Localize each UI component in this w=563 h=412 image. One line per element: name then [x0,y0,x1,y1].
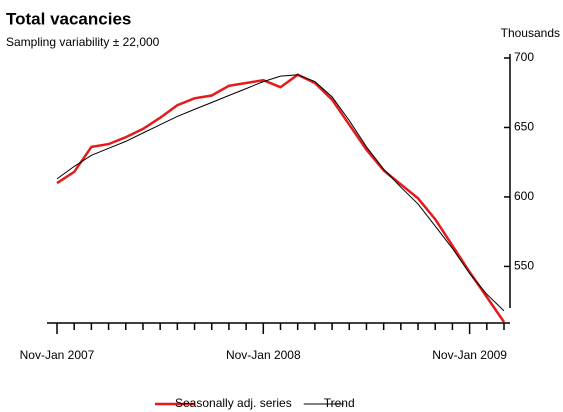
y-tick-label: 600 [514,189,534,203]
series-line [56,73,506,323]
legend-label: Seasonally adj. series [175,396,292,410]
chart-title: Total vacancies [6,9,131,28]
x-tick-label: Nov-Jan 2009 [432,348,507,362]
y-axis-label: Thousands [501,26,560,40]
y-tick-label: 650 [514,120,534,134]
y-tick-label: 550 [514,259,534,273]
x-tick-label: Nov-Jan 2008 [226,348,301,362]
series-line [56,74,505,312]
legend-label: Trend [324,396,355,410]
chart-subtitle: Sampling variability ± 22,000 [6,35,160,49]
x-tick-label: Nov-Jan 2007 [20,348,95,362]
y-tick-label: 700 [514,50,534,64]
